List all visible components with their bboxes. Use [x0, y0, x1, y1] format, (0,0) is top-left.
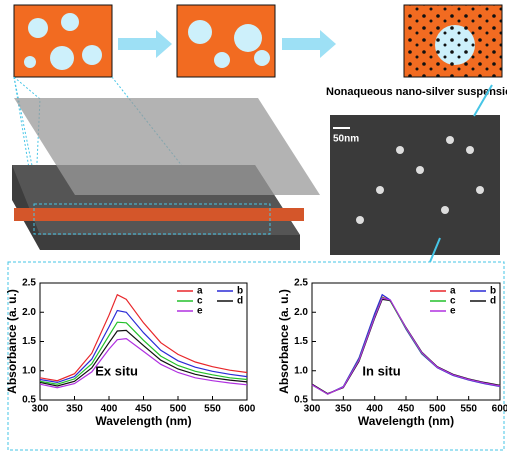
annotation: In situ [362, 363, 400, 378]
y-tick-label: 1.5 [22, 336, 36, 347]
series-line [40, 295, 247, 381]
series-line [312, 299, 500, 393]
legend-label: d [237, 296, 243, 307]
y-tick-label: 2.5 [294, 278, 308, 289]
x-axis-label: Wavelength (nm) [358, 414, 454, 428]
legend-label: e [197, 306, 203, 317]
y-tick-label: 1.0 [294, 365, 308, 376]
x-tick-label: 300 [304, 404, 321, 415]
x-tick-label: 450 [135, 404, 152, 415]
x-axis-label: Wavelength (nm) [95, 414, 191, 428]
legend-label: d [490, 296, 496, 307]
y-axis-label: Absorbance (a. u.) [277, 289, 291, 394]
x-tick-label: 550 [460, 404, 477, 415]
scale-label: 50nm [333, 134, 359, 145]
device [12, 98, 320, 250]
x-tick-label: 450 [398, 404, 415, 415]
x-tick-label: 350 [335, 404, 352, 415]
y-tick-label: 2.5 [22, 278, 36, 289]
x-tick-label: 550 [204, 404, 221, 415]
sem-image: 50nm [330, 85, 500, 262]
series-line [312, 298, 500, 394]
legend-label: e [450, 306, 456, 317]
y-axis-label: Absorbance (a. u.) [5, 289, 19, 394]
y-tick-label: 1.0 [22, 365, 36, 376]
y-tick-label: 2.0 [294, 307, 308, 318]
x-tick-label: 350 [66, 404, 83, 415]
x-tick-label: 300 [32, 404, 49, 415]
annotation: Ex situ [95, 363, 138, 378]
x-tick-label: 600 [239, 404, 256, 415]
x-tick-label: 400 [366, 404, 383, 415]
suspension-label: Nonaqueous nano-silver suspension [326, 86, 507, 98]
x-tick-label: 400 [101, 404, 118, 415]
y-tick-label: 2.0 [22, 307, 36, 318]
series-line [40, 311, 247, 383]
y-tick-label: 1.5 [294, 336, 308, 347]
x-tick-label: 600 [492, 404, 507, 415]
x-tick-label: 500 [170, 404, 187, 415]
x-tick-label: 500 [429, 404, 446, 415]
figure: Nonaqueous nano-silver suspension 50nm 0… [0, 0, 507, 452]
